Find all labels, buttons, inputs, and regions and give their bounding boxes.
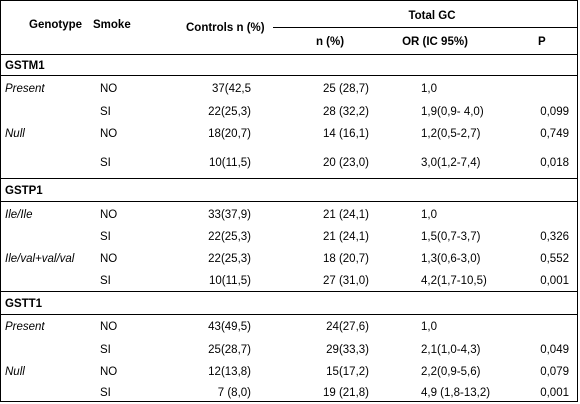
or-cell: 1,9(0,9- 4,0) [421, 106, 484, 118]
or-cell: 1,0 [421, 321, 437, 333]
n-cell: 14 (16,1) [322, 128, 369, 140]
col-header-controls: Controls n (%) [186, 22, 265, 34]
or-cell: 1,0 [421, 83, 437, 95]
smoke-cell: SI [100, 106, 111, 118]
or-cell: 1,5(0,7-3,7) [421, 231, 481, 243]
section-title: GSTM1 [5, 60, 45, 72]
or-cell: 1,3(0,6-3,0) [421, 253, 481, 265]
controls-cell: 18(20,7) [208, 128, 251, 140]
section-title: GSTT1 [5, 298, 43, 310]
controls-cell: 43(49,5) [208, 321, 251, 333]
smoke-cell: NO [100, 366, 118, 378]
p-cell: 0,552 [540, 253, 569, 265]
n-cell: 27 (31,0) [322, 275, 369, 287]
col-header-genotype: Genotype [29, 19, 83, 31]
smoke-cell: NO [100, 321, 118, 333]
section-title: GSTP1 [5, 185, 43, 197]
col-header-or-ic: OR (IC 95%) [402, 36, 468, 48]
section-rule [1, 75, 577, 76]
n-cell: 15(17,2) [326, 366, 369, 378]
or-cell: 4,9 (1,8-13,2) [421, 387, 491, 399]
genotype-cell: Ile/Ile [5, 209, 33, 221]
section-rule [1, 178, 577, 179]
genotype-cell: Ile/val+val/val [5, 253, 75, 265]
smoke-cell: SI [100, 157, 111, 169]
controls-cell: 10(11,5) [209, 275, 251, 287]
or-cell: 2,2(0,9-5,6) [421, 366, 481, 378]
genotype-cell: Present [5, 83, 45, 95]
col-header-n-pct: n (%) [315, 36, 345, 48]
p-cell: 0,001 [540, 387, 569, 399]
smoke-cell: SI [100, 275, 111, 287]
genotype-cell: Null [5, 128, 25, 140]
p-cell: 0,049 [540, 344, 569, 356]
smoke-cell: NO [100, 128, 118, 140]
n-cell: 21 (24,1) [322, 209, 369, 221]
n-cell: 28 (32,2) [322, 106, 369, 118]
or-cell: 2,1(1,0-4,3) [421, 344, 481, 356]
controls-cell: 22(25,3) [208, 106, 251, 118]
controls-cell: 12(13,8) [208, 366, 251, 378]
controls-cell: 10(11,5) [209, 157, 251, 169]
or-cell: 4,2(1,7-10,5) [421, 275, 487, 287]
section-rule [1, 201, 577, 202]
controls-cell: 22(25,3) [208, 253, 251, 265]
n-cell: 24(27,6) [326, 321, 369, 333]
p-cell: 0,018 [540, 157, 569, 169]
genotype-cell: Null [5, 366, 25, 378]
n-cell: 19 (21,8) [322, 387, 369, 399]
smoke-cell: SI [100, 231, 111, 243]
section-rule [1, 291, 577, 292]
col-header-p: P [538, 36, 546, 48]
p-cell: 0,001 [540, 275, 569, 287]
or-cell: 3,0(1,2-7,4) [421, 157, 481, 169]
n-cell: 18 (20,7) [322, 253, 369, 265]
smoke-cell: NO [100, 253, 118, 265]
p-cell: 0,326 [540, 231, 569, 243]
controls-cell: 33(37,9) [208, 209, 251, 221]
total-gc-rule [273, 27, 578, 28]
controls-cell: 37(42,5 [211, 83, 251, 95]
n-cell: 21 (24,1) [322, 231, 369, 243]
smoke-cell: SI [100, 344, 111, 356]
controls-cell: 22(25,3) [208, 231, 251, 243]
smoke-cell: NO [100, 209, 118, 221]
controls-cell: 25(28,7) [208, 344, 251, 356]
controls-cell: 7 (8,0) [217, 387, 251, 399]
col-header-smoke: Smoke [93, 19, 131, 31]
p-cell: 0,079 [540, 366, 569, 378]
n-cell: 25 (28,7) [322, 83, 369, 95]
n-cell: 20 (23,0) [322, 157, 369, 169]
smoke-cell: NO [100, 83, 118, 95]
or-cell: 1,2(0,5-2,7) [421, 128, 481, 140]
col-header-total-gc: Total GC [408, 10, 456, 22]
header-rule [1, 54, 577, 55]
section-rule [1, 314, 577, 315]
n-cell: 29(33,3) [326, 344, 369, 356]
smoke-cell: SI [100, 387, 111, 399]
p-cell: 0,099 [540, 106, 569, 118]
p-cell: 0,749 [540, 128, 569, 140]
or-cell: 1,0 [421, 209, 437, 221]
genotype-cell: Present [5, 321, 45, 333]
